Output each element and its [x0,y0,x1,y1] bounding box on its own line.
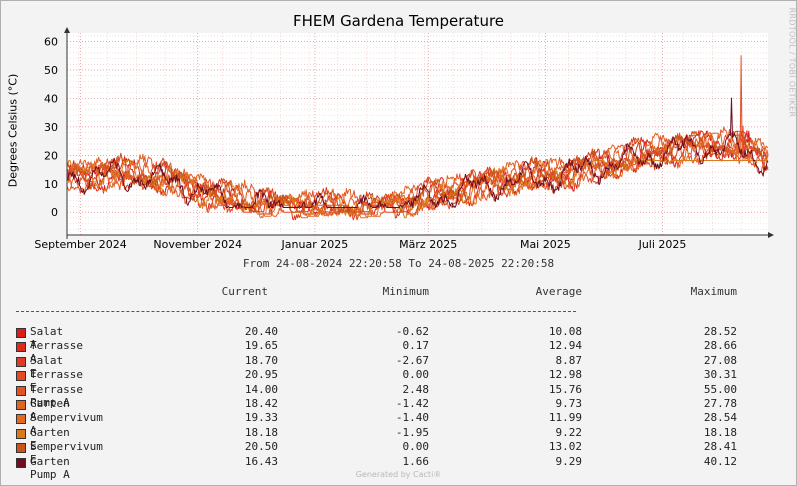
x-tick-label: März 2025 [399,238,457,251]
legend-minimum-value: 0.17 [402,339,430,353]
legend-series-name: Garten Pump A [30,454,70,481]
legend-maximum-value: 55.00 [703,382,737,396]
legend-average-value: 15.76 [548,382,582,396]
legend-swatch [16,356,26,367]
legend-maximum-value: 40.12 [703,454,737,468]
axes [64,27,774,239]
x-tick-label: September 2024 [34,238,126,251]
legend-swatch [16,342,26,353]
y-tick-label: 30 [44,121,58,134]
column-header-minimum: Minimum [382,285,429,298]
legend-current-value: 19.65 [244,339,278,353]
legend-swatch [16,385,26,396]
legend-maximum-value: 27.78 [703,396,737,410]
tick-labels: 0 10 20 30 40 50 60 September 2024 November 2024… [34,36,686,251]
y-axis-arrow [64,27,70,33]
legend-current-value: 18.70 [244,353,278,367]
legend-swatch [16,399,26,410]
legend-current-value: 20.95 [244,368,278,382]
legend-maximum-value: 27.08 [703,353,737,367]
legend-divider [16,311,576,312]
legend-average-value: 13.02 [548,440,582,454]
legend-current-value: 19.33 [244,411,278,425]
legend-series-name: Sempervivum E [30,440,103,467]
series-line-sempervivum-e [66,130,769,213]
legend-minimum-value: -1.42 [395,396,429,410]
legend-series-name: Salat E [30,353,64,380]
footer-credit: Generated by Cacti® [355,470,442,479]
column-header-maximum: Maximum [690,285,737,298]
legend-series-name: Terrasse A [30,339,83,366]
legend-current-value: 18.18 [244,425,278,439]
legend-maximum-value: 28.52 [703,325,737,338]
legend-swatch [16,443,26,454]
x-tick-label: November 2024 [153,238,242,251]
series-line-terrasse-pump-a [66,55,769,206]
legend-series-name: Sempervivum A [30,411,103,438]
legend-series-name: Garten A [30,396,70,423]
series-line-garten-pump-a [66,97,769,208]
legend-minimum-value: 1.66 [402,454,430,468]
legend-series-name: Terrasse E [30,368,83,395]
y-tick-label: 0 [51,206,58,219]
legend-average-value: 9.73 [555,396,583,410]
legend-maximum-value: 28.66 [703,339,737,353]
series-line-salat-a [66,130,769,215]
legend-swatch [16,328,26,338]
legend-average-value: 11.99 [548,411,582,425]
legend-current-value: 14.00 [244,382,278,396]
legend-maximum-value: 28.41 [703,440,737,454]
legend-minimum-value: -1.40 [395,411,429,425]
series-line-garten-e [66,160,769,219]
legend-average-value: 9.29 [555,454,583,468]
legend-current-value: 18.42 [244,396,278,410]
legend-minimum-value: 2.48 [402,382,430,396]
y-tick-label: 10 [44,178,58,191]
legend-current-value: 20.50 [244,440,278,454]
legend-minimum-value: -2.67 [395,353,429,367]
legend-minimum-value: 0.00 [402,368,430,382]
legend-average-value: 8.87 [555,353,583,367]
legend-maximum-value: 28.54 [703,411,737,425]
chart-title: FHEM Gardena Temperature [292,12,505,30]
legend-series-name: Terrasse Pump A [30,382,83,409]
x-tick-label: Januar 2025 [281,238,349,251]
column-header-current: Current [221,285,268,298]
date-range-text: From 24-08-2024 22:20:58 To 24-08-2025 2… [242,257,555,270]
legend-series-name: Salat A [30,325,64,351]
legend-minimum-value: -1.95 [395,425,429,439]
legend-average-value: 9.22 [555,425,583,439]
legend-average-value: 12.94 [548,339,582,353]
legend-minimum-value: 0.00 [402,440,430,454]
y-tick-label: 60 [44,36,58,49]
column-header-average: Average [535,285,582,298]
legend-swatch [16,457,26,468]
legend-maximum-value: 18.18 [703,425,737,439]
legend-series-name: Garten E [30,425,70,452]
x-tick-label: Mai 2025 [520,238,571,251]
legend-swatch [16,371,26,382]
y-tick-label: 50 [44,64,58,77]
legend-average-value: 10.08 [548,325,582,338]
legend-average-value: 12.98 [548,368,582,382]
x-tick-label: Juli 2025 [638,238,687,251]
legend-current-value: 20.40 [244,325,278,338]
x-axis-arrow [768,232,774,238]
legend-swatch [16,414,26,425]
y-tick-label: 20 [44,149,58,162]
legend-swatch [16,428,26,439]
legend-current-value: 16.43 [244,454,278,468]
legend-maximum-value: 30.31 [703,368,737,382]
legend-minimum-value: -0.62 [395,325,429,338]
series-layer [66,55,769,221]
y-tick-label: 40 [44,92,58,105]
